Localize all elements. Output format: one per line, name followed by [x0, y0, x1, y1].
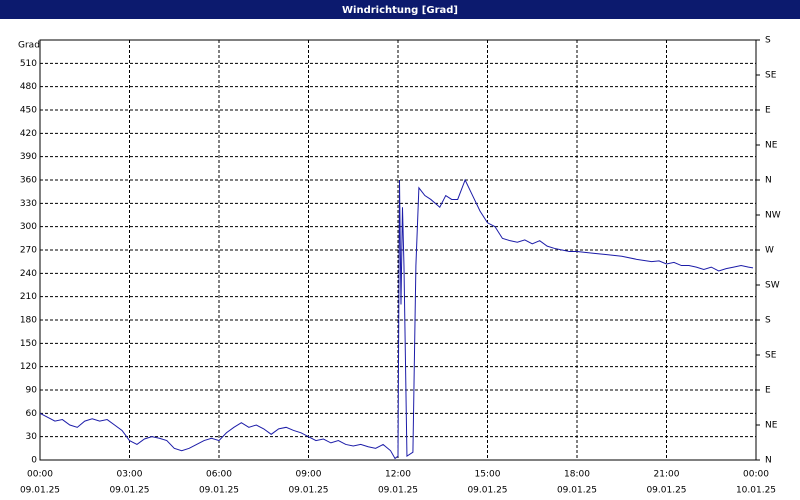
x-tick-label: 00:00 — [27, 470, 53, 480]
y-tick-label: 0 — [31, 456, 37, 466]
y2-tick-label: SE — [765, 351, 777, 361]
x-tick-date: 09.01.25 — [199, 486, 239, 496]
y-tick-label: 180 — [20, 316, 37, 326]
y-tick-label: 360 — [20, 176, 37, 186]
y-tick-label: 30 — [26, 432, 38, 442]
y-tick-label: 210 — [20, 292, 37, 302]
y2-tick-label: S — [765, 36, 771, 46]
y-tick-label: 300 — [20, 222, 37, 232]
y2-tick-label: SE — [765, 71, 777, 81]
x-tick-date: 09.01.25 — [20, 486, 60, 496]
y-tick-label: 240 — [20, 269, 37, 279]
x-tick-label: 21:00 — [654, 470, 680, 480]
x-tick-date: 09.01.25 — [646, 486, 686, 496]
y2-tick-label: NE — [765, 421, 778, 431]
y-tick-label: 510 — [20, 59, 37, 69]
x-tick-date: 09.01.25 — [467, 486, 507, 496]
y2-tick-label: SW — [765, 281, 780, 291]
y2-tick-label: NW — [765, 211, 781, 221]
data-line — [39, 178, 754, 460]
x-tick-label: 09:00 — [296, 470, 322, 480]
x-tick-label: 06:00 — [206, 470, 232, 480]
y2-tick-label: E — [765, 106, 771, 116]
y-tick-label: 450 — [20, 106, 37, 116]
y2-tick-label: NE — [765, 141, 778, 151]
x-tick-label: 18:00 — [564, 470, 590, 480]
y2-tick-label: N — [765, 176, 772, 186]
y-tick-label: 60 — [26, 409, 38, 419]
x-tick-label: 03:00 — [117, 470, 143, 480]
y-tick-label: 390 — [20, 152, 37, 162]
y-tick-label: 270 — [20, 246, 37, 256]
x-tick-label: 15:00 — [475, 470, 501, 480]
x-tick-label: 12:00 — [385, 470, 411, 480]
y-tick-label: 420 — [20, 129, 37, 139]
y2-tick-label: E — [765, 386, 771, 396]
chart-title: Windrichtung [Grad] — [342, 5, 458, 16]
x-tick-date: 09.01.25 — [288, 486, 328, 496]
x-tick-date: 09.01.25 — [557, 486, 597, 496]
y2-tick-label: N — [765, 456, 772, 466]
y-tick-label: 480 — [20, 82, 37, 92]
y-tick-label: 330 — [20, 199, 37, 209]
x-tick-date: 10.01.25 — [736, 486, 776, 496]
y-tick-label: 150 — [20, 339, 37, 349]
y-tick-label: 120 — [20, 362, 37, 372]
y2-tick-label: S — [765, 316, 771, 326]
y-axis-label: Grad — [18, 41, 40, 51]
x-tick-date: 09.01.25 — [378, 486, 418, 496]
x-tick-label: 00:00 — [743, 470, 769, 480]
y-tick-label: 90 — [26, 386, 38, 396]
x-tick-date: 09.01.25 — [109, 486, 149, 496]
plot-frame — [39, 39, 757, 461]
y2-tick-label: W — [765, 246, 774, 256]
title-bar — [0, 0, 800, 19]
